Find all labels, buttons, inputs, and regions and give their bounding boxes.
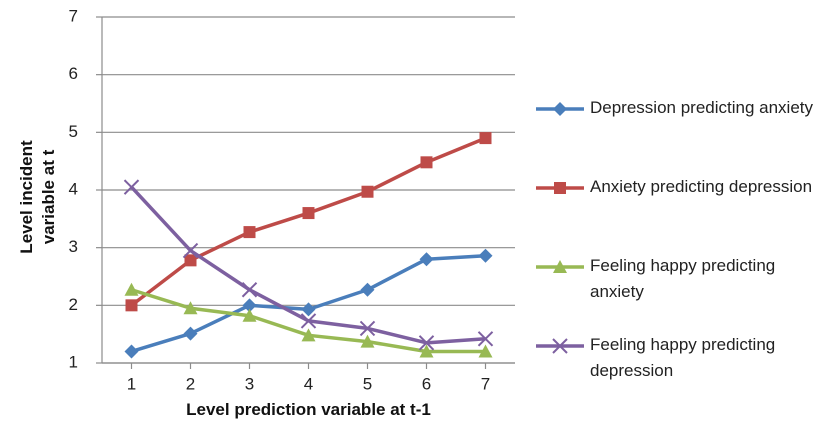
legend-label: Depression predicting anxiety bbox=[590, 98, 814, 117]
legend-entry: Feeling happy predicting anxiety bbox=[534, 253, 814, 332]
y-tick-label: 5 bbox=[69, 122, 78, 141]
y-tick-label: 3 bbox=[69, 237, 78, 256]
series bbox=[125, 132, 492, 312]
marker bbox=[418, 335, 435, 351]
x-tick-label: 2 bbox=[186, 374, 195, 393]
marker bbox=[300, 313, 317, 329]
marker bbox=[478, 248, 493, 263]
marker bbox=[420, 156, 433, 169]
x-tick-label: 7 bbox=[481, 374, 490, 393]
marker bbox=[182, 242, 199, 259]
marker bbox=[302, 207, 315, 220]
legend-swatch bbox=[536, 182, 584, 194]
series bbox=[123, 179, 494, 351]
legend-swatch bbox=[536, 338, 584, 354]
x-tick-label: 5 bbox=[363, 374, 372, 393]
x-tick-label: 1 bbox=[127, 374, 136, 393]
y-tick-label: 7 bbox=[69, 6, 78, 25]
legend: Depression predicting anxiety Anxiety pre… bbox=[534, 95, 814, 411]
marker bbox=[479, 132, 492, 145]
marker bbox=[183, 326, 198, 341]
legend-marker bbox=[553, 102, 567, 116]
legend-label: Feeling happy predicting anxiety bbox=[590, 256, 776, 301]
marker bbox=[242, 298, 257, 313]
y-axis-label: Level incident variable at t bbox=[17, 140, 58, 254]
legend-marker bbox=[553, 260, 567, 273]
x-axis-label: Level prediction variable at t-1 bbox=[186, 400, 431, 419]
series bbox=[124, 248, 493, 359]
legend-entry: Depression predicting anxiety bbox=[534, 95, 814, 174]
y-tick-label: 6 bbox=[69, 64, 78, 83]
marker bbox=[359, 320, 376, 337]
marker bbox=[301, 302, 316, 317]
x-tick-label: 6 bbox=[422, 374, 431, 393]
marker bbox=[419, 344, 434, 358]
marker bbox=[360, 334, 375, 348]
legend-marker bbox=[552, 338, 568, 354]
legend-label: Anxiety predicting depression bbox=[590, 177, 813, 196]
legend-entry: Feeling happy predicting depression bbox=[534, 332, 814, 411]
marker bbox=[419, 252, 434, 267]
y-tick-label: 2 bbox=[69, 295, 78, 314]
marker bbox=[360, 282, 375, 297]
marker bbox=[124, 282, 139, 296]
marker bbox=[123, 179, 140, 195]
y-tick-label: 1 bbox=[69, 352, 78, 371]
marker bbox=[478, 344, 493, 358]
marker bbox=[241, 282, 258, 298]
marker bbox=[125, 299, 138, 312]
marker bbox=[184, 254, 197, 267]
marker bbox=[243, 226, 256, 239]
legend-swatch bbox=[536, 260, 584, 273]
y-tick-label: 4 bbox=[69, 179, 78, 198]
marker bbox=[183, 301, 198, 315]
marker bbox=[301, 328, 316, 342]
x-tick-label: 3 bbox=[245, 374, 254, 393]
marker bbox=[242, 308, 257, 322]
legend-marker bbox=[554, 182, 566, 194]
legend-swatch bbox=[536, 102, 584, 116]
legend-label: Feeling happy predicting depression bbox=[590, 335, 776, 380]
marker bbox=[124, 344, 139, 359]
x-tick-label: 4 bbox=[304, 374, 313, 393]
marker bbox=[477, 331, 494, 347]
legend-entry: Anxiety predicting depression bbox=[534, 174, 814, 253]
series bbox=[124, 282, 493, 358]
marker bbox=[361, 185, 374, 198]
